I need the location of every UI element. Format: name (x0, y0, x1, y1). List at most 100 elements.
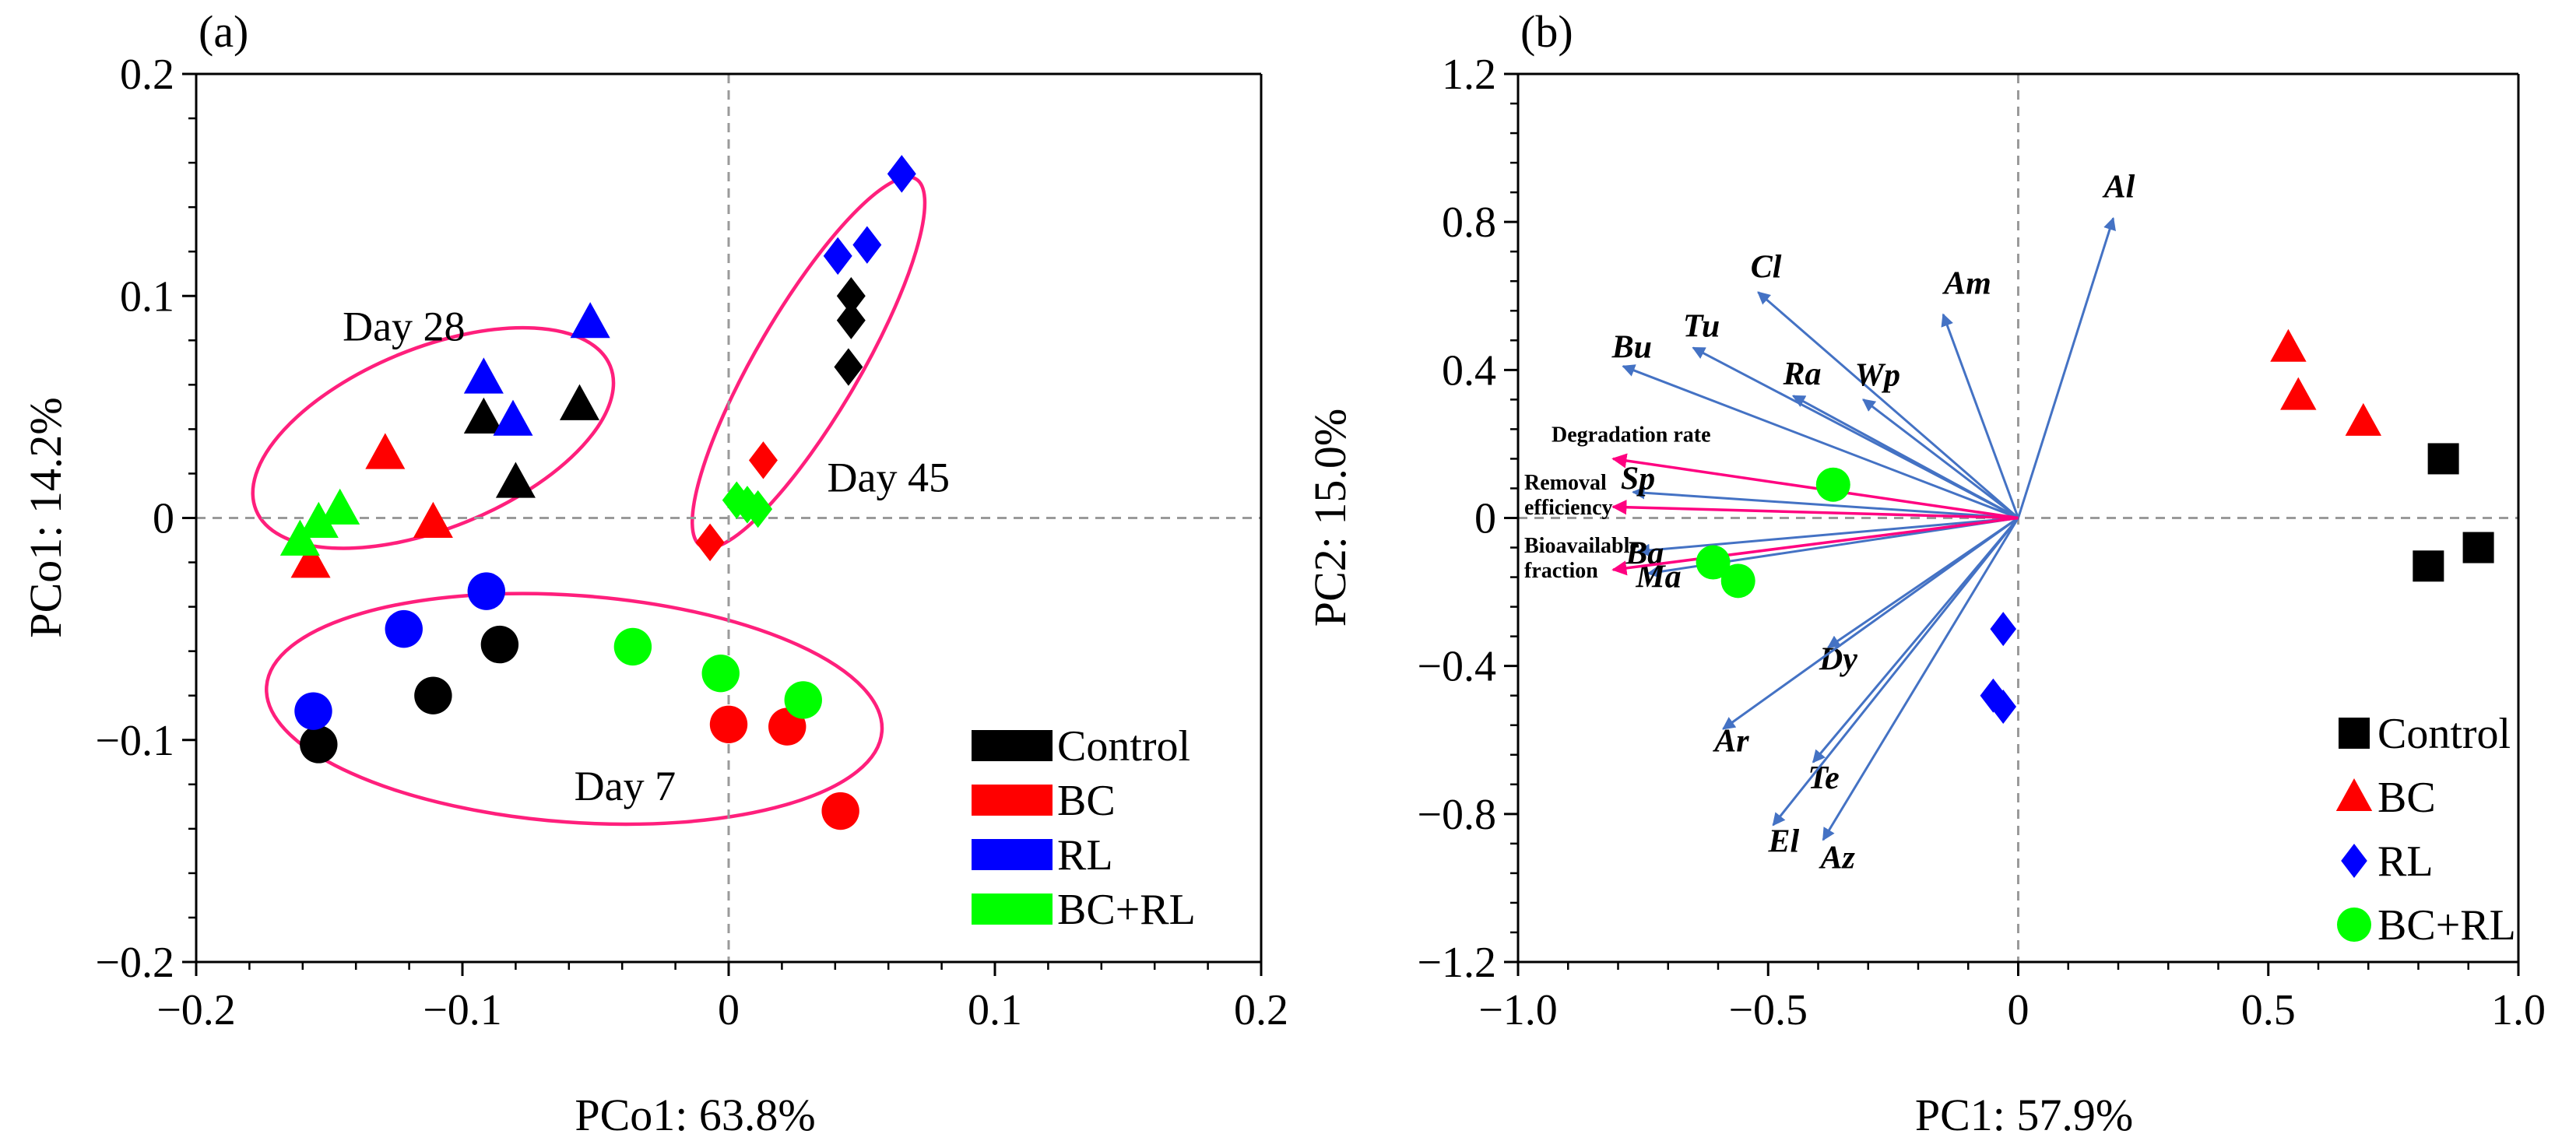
points (1696, 328, 2494, 724)
group-ellipse-day-7 (265, 592, 884, 827)
ticks: −1.0 −0.5 0 0.5 1.0 −1.2 −0.8 −0.4 0 0.4 0.8 1.2 (1417, 51, 2546, 1034)
group-label-day-45: Day 45 (828, 454, 950, 500)
legend-item-rl: RL (2341, 837, 2434, 886)
x-tick-label: −0.1 (423, 986, 502, 1034)
point-rl-day-28 (570, 302, 610, 339)
loading-arrow-ar (1722, 517, 2019, 730)
loading-arrow-sp (1632, 486, 2019, 519)
point-bc-rl (1815, 467, 1850, 502)
loading-arrow-te (1812, 517, 2019, 764)
point-bc-rl-day-28 (298, 501, 339, 539)
legend-swatch (972, 730, 1053, 761)
legend-swatch (972, 839, 1053, 870)
point-control-day-7 (300, 725, 338, 764)
legend-item-bc-rl: BC+RL (2337, 901, 2516, 950)
point-bc-day-45 (695, 523, 725, 562)
point-control-day-7 (414, 676, 452, 714)
loading-arrow-al (2017, 216, 2116, 518)
loading-label-sp: Sp (1621, 461, 1655, 497)
y-tick-label: 1.2 (1442, 51, 1496, 99)
legend: Control BC RL BC+RL (2335, 710, 2516, 950)
loading-arrow-el (1772, 517, 2019, 827)
legend-marker (2335, 778, 2373, 811)
loading-label-al: Al (2102, 170, 2135, 205)
response-vectors: Degradation rate Removal efficiency Bioavai… (1524, 423, 2019, 583)
group-ellipses (251, 175, 927, 827)
response-arrow-degradation-rate (1611, 453, 2019, 520)
y-tick-label: 0.1 (120, 272, 174, 321)
point-bc-rl (1720, 563, 1755, 599)
point-bc-day-7 (821, 792, 859, 830)
point-control (2427, 443, 2459, 475)
loading-label-tu: Tu (1683, 309, 1720, 345)
legend-label: BC (2377, 774, 2436, 822)
y-axis-label: PCo1: 14.2% (20, 397, 71, 637)
point-rl-day-7 (385, 609, 423, 648)
loading-label-te: Te (1808, 760, 1839, 796)
point-bc-day-28 (413, 501, 453, 539)
x-tick-label: 0 (2008, 986, 2030, 1034)
legend-marker (2337, 908, 2371, 942)
loading-label-ra: Ra (1783, 356, 1822, 392)
y-tick-label: −0.2 (95, 939, 174, 987)
point-rl (1990, 689, 2017, 724)
group-ellipse-day-45 (690, 175, 927, 550)
loading-label-am: Am (1942, 266, 1991, 302)
response-label-degradation-rate: Degradation rate (1552, 423, 1711, 447)
legend-marker (2341, 844, 2367, 878)
legend-label: Control (2377, 710, 2511, 758)
ticks: −0.2 −0.1 0 0.1 0.2 −0.2 −0.1 0 0.1 0.2 (95, 51, 1288, 1034)
point-bc (2280, 377, 2317, 410)
x-tick-label: 0.5 (2241, 986, 2296, 1034)
point-rl-day-45 (852, 226, 882, 264)
loading-arrow-az (1822, 517, 2019, 841)
panel-a: −0.2 −0.1 0 0.1 0.2−0.2−0.100.10.2 Day 28Day… (20, 6, 1288, 1140)
loading-arrow-bu (1622, 364, 2019, 519)
response-label-bioavailable-fraction: Bioavailable fraction (1524, 534, 1639, 583)
point-bc-day-28 (290, 542, 331, 578)
legend-swatch (972, 893, 1053, 925)
group-ellipse-day-28 (251, 325, 616, 550)
y-tick-label: −0.8 (1417, 791, 1496, 839)
loading-label-wp: Wp (1855, 358, 1900, 394)
point-rl-day-7 (467, 572, 505, 610)
x-tick-label: 0 (718, 986, 740, 1034)
panel-b: −1.0 −0.5 0 0.5 1.0 −1.2 −0.8 −0.4 0 0.4 0.8 1.2 Al… (1305, 6, 2546, 1140)
x-axis-label: PC1: 57.9% (1915, 1090, 2133, 1140)
point-rl-day-28 (463, 357, 504, 394)
y-tick-label: −1.2 (1417, 939, 1496, 987)
points (279, 155, 916, 830)
x-tick-label: 0.1 (968, 986, 1022, 1034)
response-arrow-removal-efficiency (1611, 500, 2019, 520)
loading-arrow-am (1941, 313, 2019, 519)
point-bc (2345, 402, 2382, 436)
legend-item-control: Control (972, 722, 1190, 771)
group-label-day-7: Day 7 (575, 763, 676, 809)
point-control-day-28 (559, 384, 599, 420)
response-arrow-bioavailable-fraction (1611, 516, 2019, 576)
x-tick-label: −0.5 (1728, 986, 1808, 1034)
legend-label: RL (1057, 831, 1113, 879)
group-labels: Day 28 Day 45 Day 7 (343, 303, 950, 809)
legend-item-bc: BC (972, 777, 1116, 825)
loading-arrow-cl (1757, 291, 2019, 519)
legend-label: BC+RL (2377, 901, 2516, 950)
point-control-day-45 (834, 348, 863, 386)
point-control-day-45 (836, 277, 866, 315)
point-bc-rl-day-45 (743, 490, 773, 528)
y-tick-label: −0.1 (95, 717, 174, 765)
point-control (2413, 550, 2444, 582)
loading-label-bu: Bu (1611, 329, 1652, 365)
loading-label-az: Az (1818, 840, 1855, 876)
loading-label-el: El (1767, 823, 1799, 859)
point-bc-rl-day-28 (320, 488, 360, 525)
legend-label: Control (1057, 722, 1190, 771)
legend-item-rl: RL (972, 831, 1113, 879)
loading-arrow-ra (1791, 395, 2019, 519)
x-tick-label: −0.2 (156, 986, 236, 1034)
legend-item-control: Control (2339, 710, 2511, 758)
y-tick-label: 0 (1474, 495, 1496, 543)
legend-label: RL (2377, 837, 2434, 886)
point-bc-day-28 (365, 433, 406, 469)
